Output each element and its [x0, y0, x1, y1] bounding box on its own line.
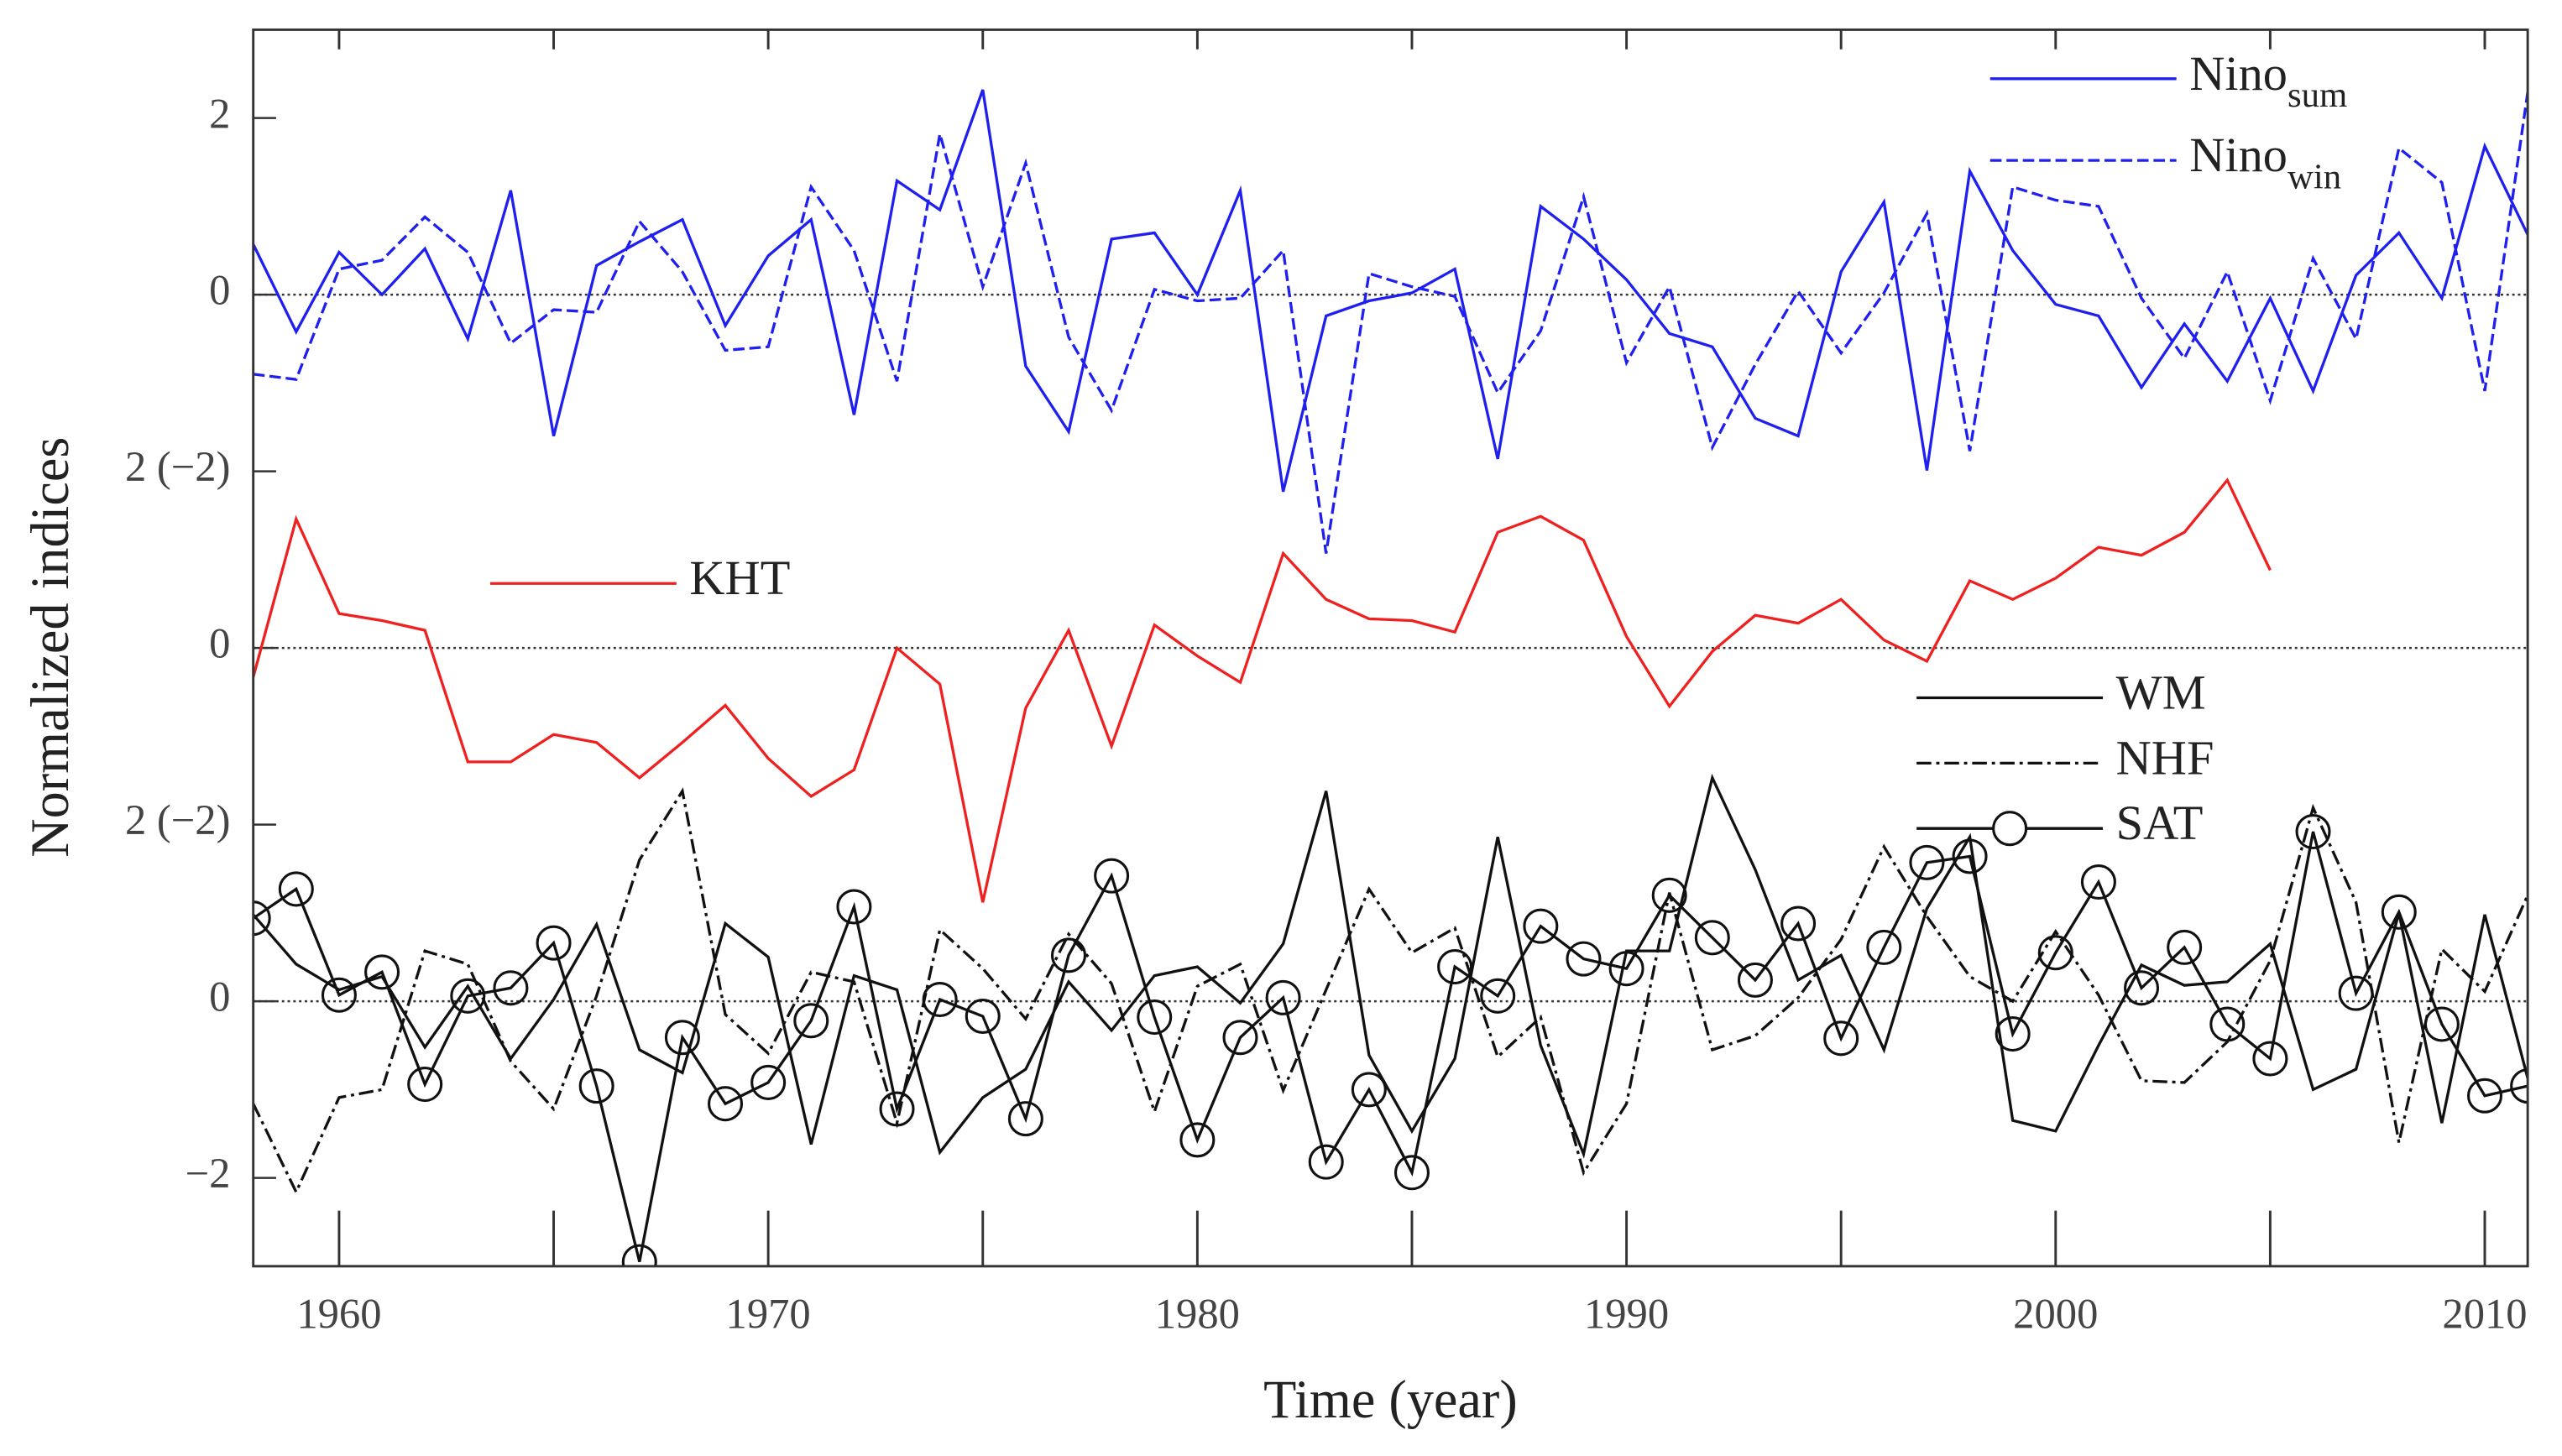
legend-label: WM — [2116, 665, 2206, 720]
series-marker — [364, 954, 400, 990]
series-marker — [1523, 908, 1559, 944]
series-marker — [2252, 1041, 2288, 1077]
series-marker — [2423, 1006, 2460, 1042]
legend-label: Ninosum — [2189, 46, 2347, 115]
x-tick-label: 1970 — [726, 1291, 811, 1338]
series-marker — [493, 970, 529, 1006]
legend-name: WM — [2116, 665, 2206, 720]
x-tick-label: 1960 — [296, 1291, 381, 1338]
y-tick-label: 0 — [209, 620, 230, 667]
series-marker — [578, 1068, 614, 1104]
series-marker — [253, 900, 271, 937]
legend-subscript: sum — [2288, 76, 2347, 115]
y-tick-label: 2 (−2) — [125, 796, 230, 843]
series-marker — [1265, 979, 1301, 1015]
y-tick-label: 2 — [209, 90, 230, 137]
y-tick-label: 0 — [209, 267, 230, 314]
legend-name: KHT — [689, 551, 790, 606]
series-marker — [1351, 1072, 1387, 1108]
series-marker — [2124, 970, 2160, 1006]
legend-subscript: win — [2288, 157, 2341, 196]
series-marker — [1007, 1101, 1043, 1137]
series-marker — [965, 998, 1001, 1035]
series-marker — [836, 889, 872, 925]
series-marker — [922, 981, 958, 1018]
y-axis-title: Normalized indices — [20, 437, 80, 858]
legend-label: NHF — [2116, 731, 2214, 785]
series-marker — [1094, 858, 1130, 894]
x-axis-title: Time (year) — [1263, 1370, 1518, 1429]
y-tick-label: 0 — [209, 973, 230, 1020]
series-line — [253, 478, 2272, 903]
series-marker — [2338, 975, 2374, 1011]
legend-label: KHT — [689, 551, 790, 606]
series-marker — [1437, 949, 1473, 985]
series-marker — [1480, 978, 1516, 1014]
legend-label: SAT — [2116, 796, 2204, 851]
series-marker — [1952, 838, 1988, 874]
series-line — [253, 831, 2528, 1262]
series-line — [253, 787, 2528, 1196]
series-marker — [536, 925, 572, 961]
series-marker — [2381, 894, 2417, 930]
series-marker — [879, 1091, 915, 1127]
series-marker — [2037, 935, 2073, 971]
series-marker — [1694, 920, 1730, 956]
series-marker — [2466, 1078, 2503, 1114]
series-marker — [750, 1064, 787, 1100]
series-marker — [2167, 929, 2203, 965]
y-tick-label: 2 (−2) — [125, 443, 230, 490]
series-line — [253, 91, 2528, 554]
series-marker — [1050, 937, 1087, 973]
series-marker — [1995, 1016, 2031, 1052]
legend-name: NHF — [2116, 731, 2214, 785]
series-line — [253, 89, 2528, 493]
x-tick-label: 2010 — [2442, 1291, 2527, 1338]
series-marker — [1308, 1144, 1344, 1180]
series-marker — [2295, 814, 2331, 850]
series-marker — [407, 1067, 443, 1103]
legend-name: Nino — [2189, 128, 2288, 183]
plot-frame — [252, 28, 2529, 1268]
series-marker — [708, 1086, 744, 1122]
series-marker — [1651, 877, 1687, 913]
x-tick-label: 1990 — [1584, 1291, 1669, 1338]
series-marker — [450, 978, 486, 1014]
series-marker — [1222, 1020, 1258, 1056]
series-line — [253, 773, 2528, 1159]
series-marker — [321, 977, 357, 1013]
series-marker — [2209, 1006, 2246, 1042]
y-tick-label: −2 — [186, 1150, 231, 1197]
series-marker — [2510, 1068, 2528, 1104]
series-marker — [1823, 1020, 1859, 1057]
series-marker — [1393, 1155, 1430, 1191]
series-marker — [1566, 941, 1602, 977]
legend-marker — [1992, 811, 2028, 847]
legend-name: Nino — [2189, 46, 2288, 101]
series-marker — [664, 1020, 700, 1056]
x-tick-label: 2000 — [2013, 1291, 2098, 1338]
series-marker — [1179, 1122, 1216, 1158]
series-marker — [1866, 929, 1902, 965]
series-marker — [2080, 864, 2116, 900]
series-marker — [621, 1244, 657, 1266]
series-marker — [1780, 905, 1817, 942]
legend-name: SAT — [2116, 796, 2204, 851]
series-marker — [1909, 844, 1945, 880]
series-marker — [1737, 962, 1773, 998]
series-marker — [278, 871, 314, 907]
series-marker — [1137, 999, 1173, 1036]
legend-label: Ninowin — [2189, 128, 2341, 197]
series-marker — [1608, 951, 1644, 987]
series-marker — [793, 1003, 829, 1039]
x-tick-label: 1980 — [1155, 1291, 1240, 1338]
